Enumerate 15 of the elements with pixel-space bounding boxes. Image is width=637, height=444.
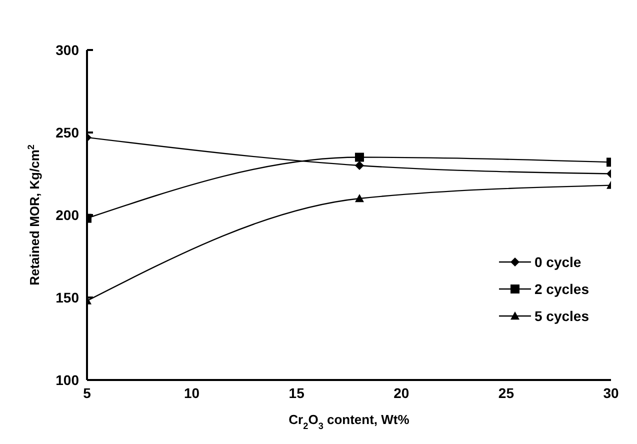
- y-tick-label: 200: [56, 206, 80, 223]
- y-tick-label: 250: [56, 124, 80, 140]
- x-axis-title: Cr$_{2}$O$_{3}$ content, Wt%: [288, 412, 410, 431]
- x-tick-label: 15: [288, 384, 305, 401]
- y-tick-label: 150: [56, 289, 80, 306]
- x-tick-label: 10: [184, 384, 200, 401]
- legend-label: 0 cycle: [534, 254, 582, 270]
- x-tick-label: 5: [83, 384, 92, 401]
- x-tick-label: 30: [603, 384, 619, 401]
- x-tick-label: 25: [498, 384, 514, 401]
- y-tick-label: 100: [56, 372, 80, 388]
- x-tick-label: 20: [394, 384, 410, 401]
- legend-label: 5 cycles: [534, 308, 589, 324]
- legend-label: 2 cycles: [534, 280, 589, 296]
- y-tick-label: 300: [56, 42, 80, 58]
